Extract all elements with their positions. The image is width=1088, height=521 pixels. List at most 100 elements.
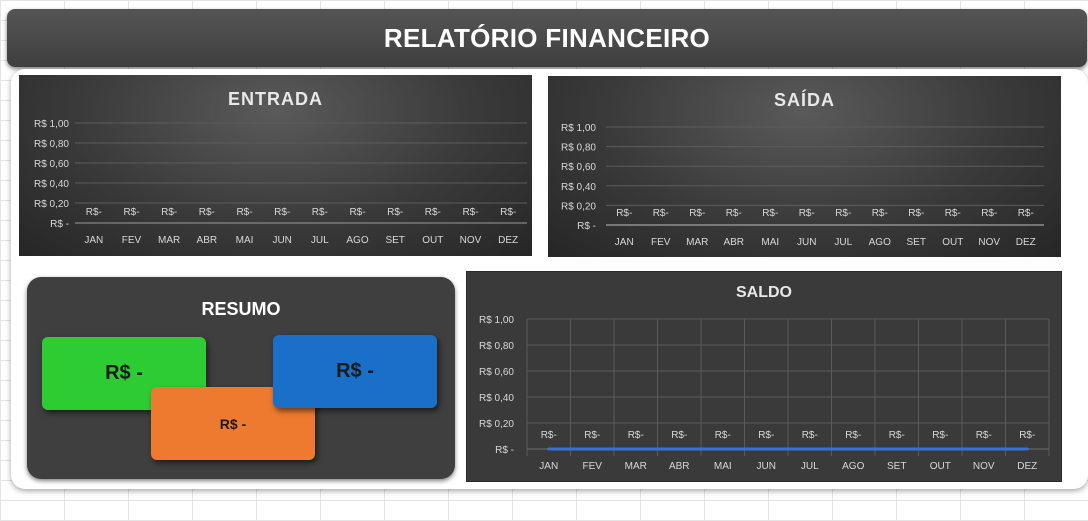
saldo-x-tick-label: AGO bbox=[842, 461, 864, 472]
saida-chart-plot: R$ - R$ 0,20 R$ 0,40 R$ 0,60 R$ 0,80 R$ 1,00 J… bbox=[561, 123, 1044, 248]
saldo-x-tick-label: MAI bbox=[714, 461, 732, 472]
saldo-x-tick-label: MAR bbox=[625, 461, 647, 472]
entrada-data-label: R$- bbox=[312, 207, 328, 218]
saldo-x-tick-label: JUN bbox=[757, 461, 776, 472]
saldo-point[interactable] bbox=[634, 447, 638, 451]
resumo-panel: RESUMO R$ - R$ - R$ - bbox=[27, 277, 455, 479]
saldo-y-tick-label: R$ 1,00 bbox=[479, 315, 514, 326]
saida-data-label: R$- bbox=[726, 208, 742, 219]
saida-chart[interactable]: SAÍDA R$ - R$ 0,20 R$ 0,40 R$ 0,60 R$ 0,80 R$… bbox=[548, 76, 1061, 257]
entrada-data-label: R$- bbox=[123, 207, 139, 218]
saldo-x-tick-label: DEZ bbox=[1017, 461, 1037, 472]
saida-data-label: R$- bbox=[872, 208, 888, 219]
saldo-data-label: R$- bbox=[715, 430, 731, 441]
saida-data-label: R$- bbox=[616, 208, 632, 219]
saldo-data-label: R$- bbox=[541, 430, 557, 441]
saldo-point[interactable] bbox=[721, 447, 725, 451]
entrada-data-label: R$- bbox=[274, 207, 290, 218]
resumo-card-green-value: R$ - bbox=[105, 362, 143, 384]
entrada-x-tick-label: NOV bbox=[460, 235, 482, 246]
saldo-chart[interactable]: SALDO R$ - R$ 0,20 R$ 0,40 R$ 0,60 R$ 0,80 R$… bbox=[466, 271, 1062, 482]
entrada-y-tick-label: R$ 0,40 bbox=[34, 179, 69, 190]
entrada-chart-title: ENTRADA bbox=[228, 89, 323, 109]
saldo-y-tick-label: R$ 0,20 bbox=[479, 419, 514, 430]
saldo-point[interactable] bbox=[851, 447, 855, 451]
report-title: RELATÓRIO FINANCEIRO bbox=[383, 22, 711, 53]
saida-data-label: R$- bbox=[799, 208, 815, 219]
saida-x-tick-label: MAI bbox=[761, 237, 779, 248]
saida-y-tick-label: R$ - bbox=[577, 221, 596, 232]
saldo-data-label: R$- bbox=[671, 430, 687, 441]
entrada-data-label: R$- bbox=[86, 207, 102, 218]
saida-data-label: R$- bbox=[653, 208, 669, 219]
saida-data-label: R$- bbox=[689, 208, 705, 219]
saldo-point[interactable] bbox=[895, 447, 899, 451]
saida-data-label: R$- bbox=[1018, 208, 1034, 219]
saldo-point[interactable] bbox=[1025, 447, 1029, 451]
saldo-y-tick-label: R$ 0,40 bbox=[479, 393, 514, 404]
saida-x-tick-label: MAR bbox=[686, 237, 708, 248]
saida-data-label: R$- bbox=[762, 208, 778, 219]
saldo-chart-title: SALDO bbox=[736, 284, 792, 301]
saida-x-tick-label: OUT bbox=[942, 237, 963, 248]
saldo-point[interactable] bbox=[590, 447, 594, 451]
entrada-x-tick-label: JAN bbox=[84, 235, 103, 246]
entrada-data-label: R$- bbox=[199, 207, 215, 218]
saldo-x-tick-label: OUT bbox=[930, 461, 951, 472]
saldo-point[interactable] bbox=[982, 447, 986, 451]
entrada-x-tick-label: JUN bbox=[272, 235, 291, 246]
resumo-card-blue[interactable]: R$ - bbox=[273, 335, 437, 408]
saldo-data-label: R$- bbox=[845, 430, 861, 441]
entrada-data-label: R$- bbox=[500, 207, 516, 218]
saida-x-tick-label: NOV bbox=[978, 237, 1000, 248]
saida-x-tick-label: JAN bbox=[615, 237, 634, 248]
saldo-chart-plot: R$ - R$ 0,20 R$ 0,40 R$ 0,60 R$ 0,80 R$ 1,00 J… bbox=[479, 315, 1050, 472]
entrada-data-label: R$- bbox=[387, 207, 403, 218]
entrada-data-label: R$- bbox=[349, 207, 365, 218]
saldo-point[interactable] bbox=[547, 447, 551, 451]
saldo-data-label: R$- bbox=[1019, 430, 1035, 441]
entrada-x-tick-label: OUT bbox=[422, 235, 443, 246]
saida-y-tick-label: R$ 1,00 bbox=[561, 123, 596, 134]
saldo-data-label: R$- bbox=[976, 430, 992, 441]
saida-x-tick-label: DEZ bbox=[1016, 237, 1036, 248]
saida-x-tick-label: JUL bbox=[834, 237, 852, 248]
saida-x-tick-label: SET bbox=[907, 237, 926, 248]
saldo-data-label: R$- bbox=[932, 430, 948, 441]
saida-y-tick-label: R$ 0,60 bbox=[561, 162, 596, 173]
entrada-data-label: R$- bbox=[462, 207, 478, 218]
report-header-banner: RELATÓRIO FINANCEIRO bbox=[7, 9, 1087, 67]
saldo-data-label: R$- bbox=[628, 430, 644, 441]
saldo-point[interactable] bbox=[677, 447, 681, 451]
saldo-point[interactable] bbox=[764, 447, 768, 451]
saldo-point[interactable] bbox=[938, 447, 942, 451]
saida-data-label: R$- bbox=[945, 208, 961, 219]
saida-chart-title: SAÍDA bbox=[773, 90, 835, 110]
saldo-x-tick-label: ABR bbox=[669, 461, 690, 472]
saldo-y-tick-label: R$ 0,60 bbox=[479, 367, 514, 378]
resumo-card-blue-value: R$ - bbox=[336, 360, 374, 382]
saida-y-tick-label: R$ 0,40 bbox=[561, 182, 596, 193]
saida-data-label: R$- bbox=[835, 208, 851, 219]
entrada-x-tick-label: JUL bbox=[311, 235, 329, 246]
saldo-data-label: R$- bbox=[889, 430, 905, 441]
entrada-chart[interactable]: ENTRADA R$ - R$ 0,20 R$ 0,40 R$ 0,60 R$ 0,80… bbox=[19, 75, 532, 256]
saldo-point[interactable] bbox=[808, 447, 812, 451]
entrada-data-label: R$- bbox=[236, 207, 252, 218]
saida-x-tick-label: AGO bbox=[869, 237, 891, 248]
entrada-x-tick-label: MAI bbox=[236, 235, 254, 246]
entrada-chart-plot: R$ - R$ 0,20 R$ 0,40 R$ 0,60 R$ 0,80 R$ 1,00 J… bbox=[34, 119, 527, 246]
saida-y-tick-label: R$ 0,20 bbox=[561, 201, 596, 212]
saida-x-tick-label: ABR bbox=[723, 237, 744, 248]
entrada-y-tick-label: R$ 0,60 bbox=[34, 159, 69, 170]
saldo-x-tick-label: JAN bbox=[539, 461, 558, 472]
saida-y-tick-label: R$ 0,80 bbox=[561, 143, 596, 154]
resumo-title: RESUMO bbox=[201, 299, 281, 319]
entrada-y-tick-label: R$ 0,80 bbox=[34, 139, 69, 150]
entrada-data-label: R$- bbox=[425, 207, 441, 218]
resumo-card-orange-value: R$ - bbox=[219, 415, 247, 432]
entrada-y-tick-label: R$ - bbox=[50, 219, 69, 230]
entrada-x-tick-label: MAR bbox=[158, 235, 180, 246]
saida-x-tick-label: JUN bbox=[797, 237, 816, 248]
saldo-data-label: R$- bbox=[802, 430, 818, 441]
